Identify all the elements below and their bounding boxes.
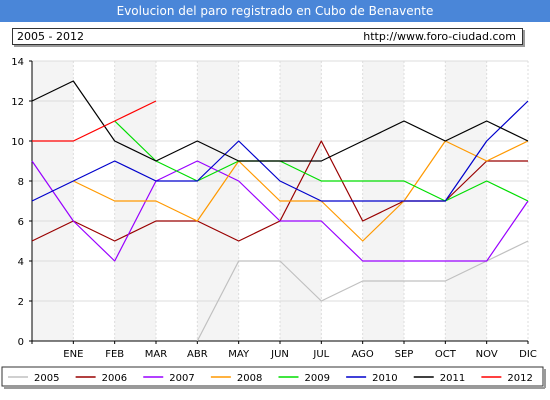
legend: 2005 2006 2007 2008 2009 2010 2011 2012: [1, 366, 546, 389]
legend-label-2005: 2005: [34, 373, 59, 384]
series-line-2005: [196, 240, 529, 342]
y-tick-label: 14: [11, 57, 24, 68]
legend-label-2007: 2007: [169, 373, 194, 384]
column-band: [197, 61, 239, 341]
x-tick-label: MAY: [228, 349, 250, 360]
legend-label-2012: 2012: [507, 373, 532, 384]
legend-label-2008: 2008: [237, 373, 262, 384]
y-tick-label: 10: [11, 137, 24, 148]
x-tick-label: NOV: [476, 349, 498, 360]
x-tick-label: MAR: [145, 349, 167, 360]
chart-title: Evolucion del paro registrado en Cubo de…: [0, 0, 550, 22]
y-tick-label: 12: [11, 97, 24, 108]
x-tick-label: DIC: [519, 349, 537, 360]
x-tick-label: ENE: [63, 349, 83, 360]
column-band: [32, 61, 74, 341]
series-line-2007: [31, 160, 529, 262]
x-tick-label: ABR: [187, 349, 208, 360]
series-line-2012: [32, 100, 157, 142]
legend-label-2011: 2011: [440, 373, 465, 384]
x-tick-label: JUL: [312, 349, 329, 360]
series-line-2008: [73, 140, 529, 242]
x-tick-label: OCT: [435, 349, 457, 360]
series-lines: [31, 80, 529, 342]
y-tick-label: 6: [18, 217, 24, 228]
series-line-2011: [31, 80, 529, 162]
x-tick-label: AGO: [352, 349, 374, 360]
series-line-2010: [31, 100, 529, 202]
x-tick-label: FEB: [105, 349, 124, 360]
y-tick-label: 8: [18, 177, 24, 188]
legend-label-2010: 2010: [372, 373, 397, 384]
period-label: 2005 - 2012: [17, 30, 84, 43]
y-tick-label: 4: [18, 257, 24, 268]
x-tick-label: JUN: [270, 349, 289, 360]
legend-label-2006: 2006: [102, 373, 127, 384]
x-axis-ticks: ENE FEB MAR ABR MAY JUN JUL AGO SEP OCT NOV DIC: [31, 341, 537, 360]
legend-box: [1, 366, 544, 387]
info-bar: 2005 - 2012 http://www.foro-ciudad.com: [12, 28, 523, 45]
series-line-2009: [114, 120, 529, 202]
y-tick-label: 2: [18, 297, 24, 308]
column-band: [445, 61, 487, 341]
y-tick-label: 0: [18, 337, 24, 348]
legend-label-2009: 2009: [305, 373, 330, 384]
y-axis-ticks: 0 2 4 6 8 10 12 14: [11, 57, 32, 348]
x-tick-label: SEP: [395, 349, 414, 360]
source-url: http://www.foro-ciudad.com: [363, 30, 516, 43]
